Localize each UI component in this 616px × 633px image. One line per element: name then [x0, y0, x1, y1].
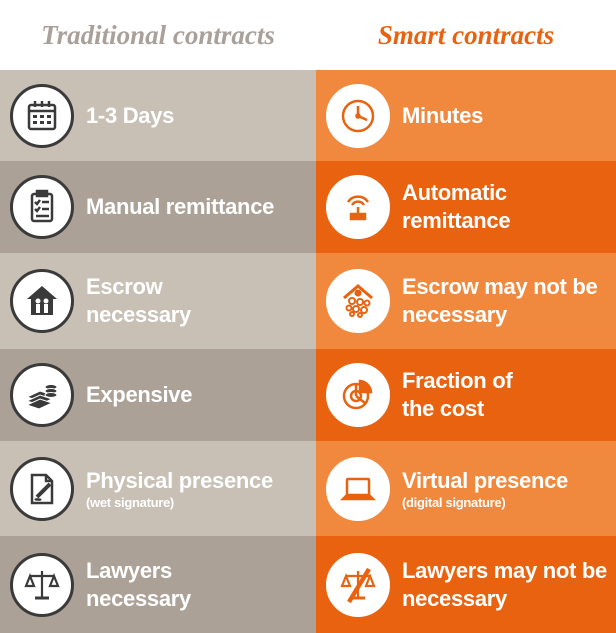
- traditional-label: Expensive: [86, 382, 193, 407]
- house-people-icon: [10, 269, 74, 333]
- comparison-row: Lawyers necessary Lawyers may not be nec…: [0, 536, 616, 633]
- traditional-label: Manual remittance: [86, 194, 275, 219]
- smart-label: Lawyers may not be necessary: [402, 557, 607, 611]
- traditional-cell: Expensive: [0, 349, 316, 441]
- document-pen-icon: [10, 456, 74, 521]
- scales-icon: [10, 552, 74, 617]
- traditional-cell: Manual remittance: [0, 161, 316, 253]
- comparison-row: Escrow necessary Escrow may not be neces…: [0, 253, 616, 349]
- traditional-cell: 1-3 Days: [0, 70, 316, 161]
- smart-label: Automatic remittance: [402, 180, 511, 233]
- traditional-header: Traditional contracts: [41, 19, 275, 50]
- scales-crossed-icon: [326, 552, 390, 617]
- traditional-label: 1-3 Days: [86, 102, 175, 128]
- pie-chart-icon: [326, 363, 390, 427]
- traditional-cell: Physical presence (wet signature): [0, 441, 316, 536]
- smart-cell: Fraction of the cost: [316, 349, 616, 441]
- comparison-grid: 1-3 Days Minutes: [0, 70, 616, 633]
- smart-label: Minutes: [402, 102, 484, 128]
- house-network-icon: [326, 269, 390, 333]
- comparison-row: Physical presence (wet signature) Virtua…: [0, 441, 616, 536]
- calendar-icon: [10, 83, 74, 148]
- money-stack-icon: [10, 363, 74, 427]
- comparison-row: 1-3 Days Minutes: [0, 70, 616, 161]
- smart-header: Smart contracts: [377, 19, 555, 50]
- smart-sublabel: (digital signature): [402, 494, 506, 510]
- smart-cell: Escrow may not be necessary: [316, 253, 616, 349]
- smart-label: Virtual presence: [402, 467, 568, 493]
- traditional-cell: Lawyers necessary: [0, 536, 316, 633]
- clock-icon: [326, 83, 390, 148]
- comparison-row: Expensive Fraction of the cost: [0, 349, 616, 441]
- traditional-label: Escrow necessary: [86, 274, 191, 327]
- laptop-icon: [326, 456, 390, 521]
- traditional-cell: Escrow necessary: [0, 253, 316, 349]
- traditional-sublabel: (wet signature): [86, 494, 174, 510]
- smart-cell: Minutes: [316, 70, 616, 161]
- signal-stamp-icon: [326, 175, 390, 239]
- smart-cell: Lawyers may not be necessary: [316, 536, 616, 633]
- traditional-label: Lawyers necessary: [86, 557, 191, 611]
- smart-label: Fraction of the cost: [402, 368, 513, 421]
- traditional-label: Physical presence: [86, 467, 273, 493]
- comparison-row: Manual remittance Automatic remittance: [0, 161, 616, 253]
- clipboard-icon: [10, 175, 74, 239]
- smart-cell: Virtual presence (digital signature): [316, 441, 616, 536]
- smart-cell: Automatic remittance: [316, 161, 616, 253]
- smart-label: Escrow may not be necessary: [402, 274, 598, 327]
